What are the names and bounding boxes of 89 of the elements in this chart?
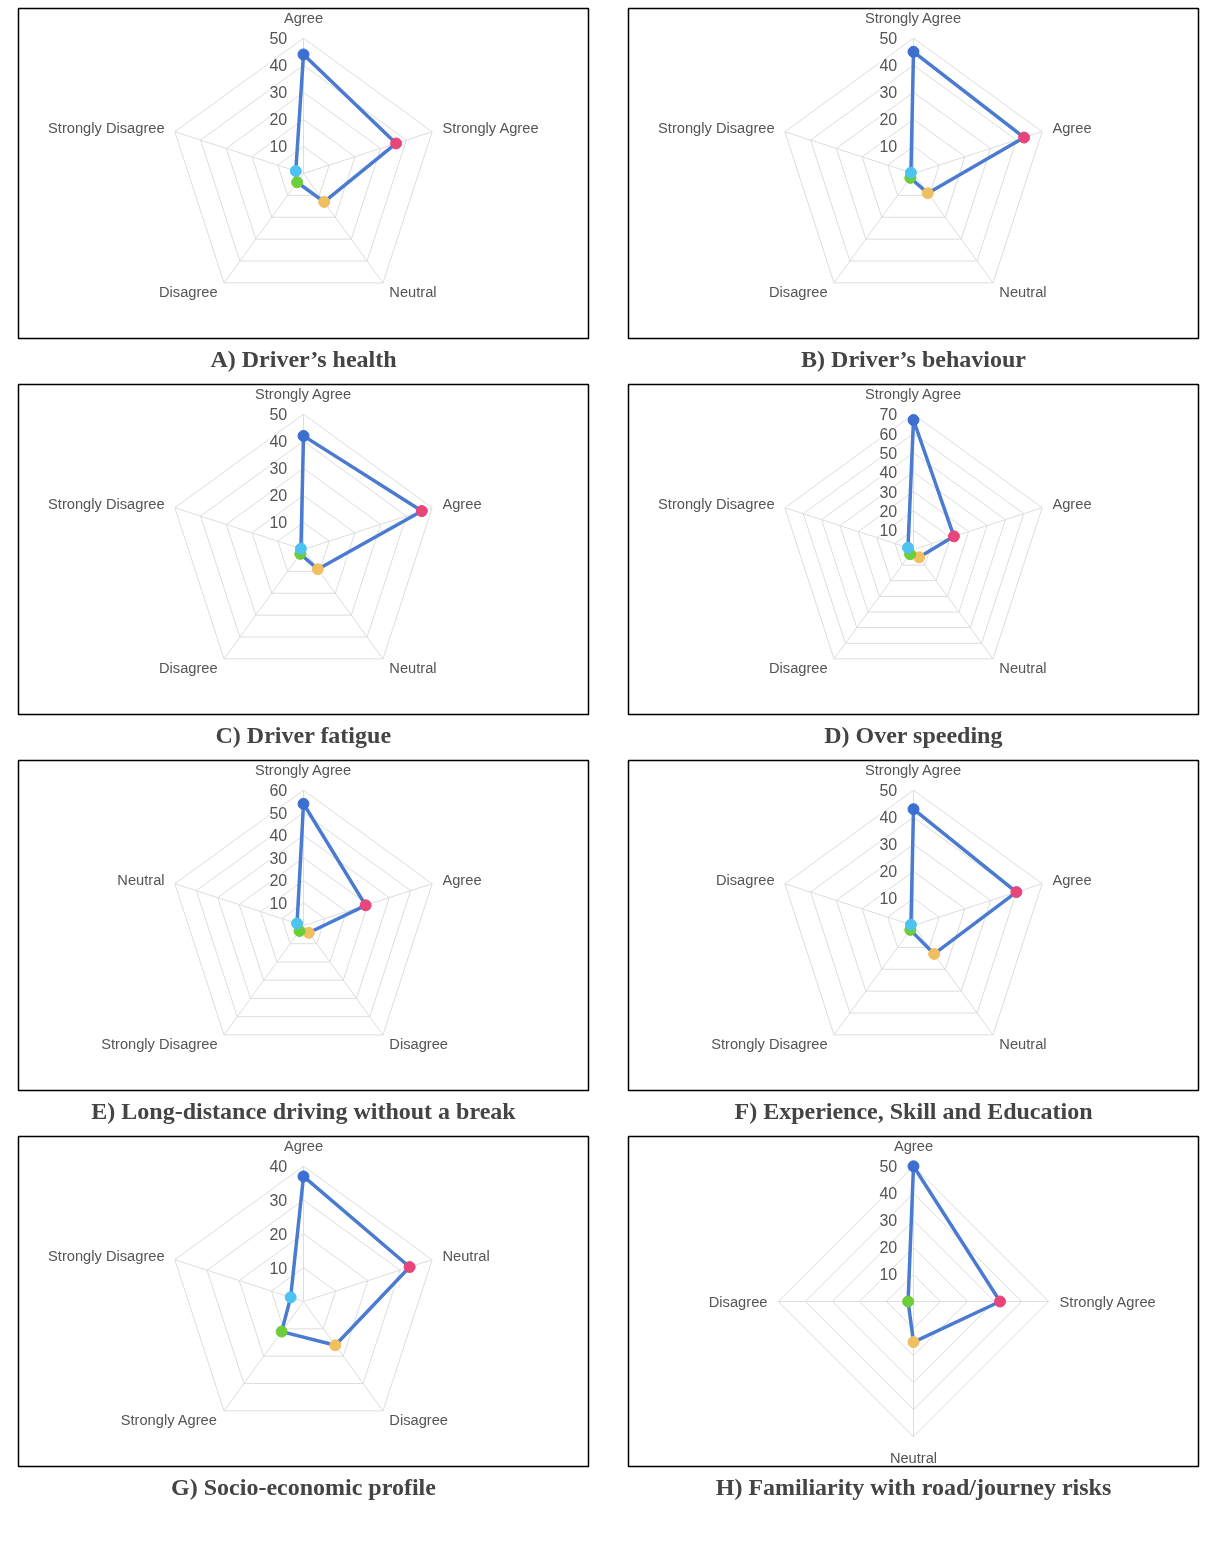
y-tick-label: 10 (879, 138, 898, 156)
y-tick-label: 20 (269, 872, 288, 890)
spoke-label: Neutral (117, 872, 165, 889)
spoke-label: Neutral (389, 283, 437, 300)
spoke-label: Strongly Agree (865, 762, 962, 779)
text: A) Driver’s health (210, 345, 397, 372)
spoke-label: Strongly Disagree (48, 496, 165, 513)
y-tick-label: 20 (879, 502, 898, 520)
spoke-label: Disagree (158, 659, 218, 676)
y-tick-label: 50 (879, 444, 898, 462)
y-tick-label: 30 (269, 84, 288, 102)
y-tick-label: 40 (879, 809, 898, 827)
spoke-label: Strongly Agree (865, 10, 962, 27)
spoke-label: Strongly Disagree (48, 120, 165, 137)
spoke-label: Disagree (715, 872, 775, 889)
spoke-label: Disagree (768, 659, 828, 676)
spoke-label: Disagree (389, 1035, 449, 1052)
y-tick-label: 50 (879, 30, 898, 48)
y-tick-label: 40 (269, 827, 288, 845)
spoke-label: Disagree (389, 1411, 449, 1428)
y-tick-label: 10 (269, 894, 288, 912)
y-tick-label: 10 (269, 138, 288, 156)
spoke-label: Neutral (442, 1248, 490, 1265)
y-tick-label: 50 (269, 804, 288, 822)
text: E) Long-distance driving without a break (91, 1097, 517, 1124)
spoke-label: Disagree (768, 283, 828, 300)
y-tick-label: 50 (269, 406, 288, 424)
y-tick-label: 20 (269, 1225, 288, 1243)
y-tick-label: 40 (269, 57, 288, 75)
spoke-label: Strongly Agree (255, 762, 352, 779)
y-tick-label: 10 (269, 1259, 288, 1277)
y-tick-label: 30 (879, 483, 898, 501)
y-tick-label: 30 (269, 1192, 288, 1210)
y-tick-label: 30 (269, 849, 288, 867)
spoke-label: Agree (442, 496, 482, 513)
y-tick-label: 60 (269, 782, 288, 800)
text: D) Over speeding (824, 721, 1003, 748)
spoke-label: Agree (1052, 120, 1092, 137)
text: F) Experience, Skill and Education (734, 1097, 1093, 1124)
spoke-label: Agree (442, 872, 482, 889)
text: B) Driver’s behaviour (801, 345, 1027, 372)
spoke-label: Agree (283, 1138, 324, 1155)
spoke-label: Strongly Disagree (48, 1248, 165, 1265)
y-tick-label: 50 (879, 1158, 898, 1176)
y-tick-label: 70 (879, 406, 898, 424)
spoke-label: Strongly Disagree (711, 1035, 828, 1052)
y-tick-label: 40 (879, 464, 898, 482)
text: C) Driver fatigue (215, 721, 392, 748)
spoke-label: Agree (1052, 496, 1092, 513)
y-tick-label: 50 (269, 30, 288, 48)
text: H) Familiarity with road/journey risks (715, 1473, 1112, 1500)
spoke-label: Strongly Agree (255, 386, 352, 403)
y-tick-label: 20 (879, 111, 898, 129)
y-tick-label: 30 (879, 836, 898, 854)
y-tick-label: 40 (879, 57, 898, 75)
spoke-label: Strongly Disagree (658, 120, 775, 137)
spoke-label: Strongly Agree (865, 386, 962, 403)
spoke-label: Agree (283, 10, 324, 27)
y-tick-label: 20 (879, 1239, 898, 1257)
y-tick-label: 50 (879, 782, 898, 800)
y-tick-label: 60 (879, 425, 898, 443)
y-tick-label: 20 (269, 487, 288, 505)
y-tick-label: 10 (269, 514, 288, 532)
y-tick-label: 30 (269, 460, 288, 478)
spoke-label: Strongly Agree (120, 1411, 217, 1428)
spoke-label: Neutral (999, 1035, 1047, 1052)
text: G) Socio-economic profile (171, 1473, 437, 1500)
spoke-label: Agree (893, 1138, 934, 1155)
y-tick-label: 40 (269, 1158, 288, 1176)
y-tick-label: 20 (879, 863, 898, 881)
y-tick-label: 20 (269, 111, 288, 129)
spoke-label: Neutral (389, 659, 437, 676)
spoke-label: Neutral (889, 1450, 938, 1467)
spoke-label: Strongly Disagree (101, 1035, 218, 1052)
y-tick-label: 30 (879, 84, 898, 102)
spoke-label: Neutral (999, 283, 1047, 300)
y-tick-label: 30 (879, 1212, 898, 1230)
y-tick-label: 10 (879, 522, 898, 540)
spoke-label: Agree (1052, 872, 1092, 889)
spoke-label: Disagree (708, 1293, 768, 1310)
y-tick-label: 10 (879, 890, 898, 908)
y-tick-label: 40 (269, 433, 288, 451)
y-tick-label: 10 (879, 1266, 898, 1284)
spoke-label: Strongly Agree (1059, 1293, 1156, 1310)
spoke-label: Disagree (158, 283, 218, 300)
spoke-label: Strongly Disagree (658, 496, 775, 513)
spoke-label: Neutral (999, 659, 1047, 676)
y-tick-label: 40 (879, 1185, 898, 1203)
spoke-label: Strongly Agree (442, 120, 539, 137)
